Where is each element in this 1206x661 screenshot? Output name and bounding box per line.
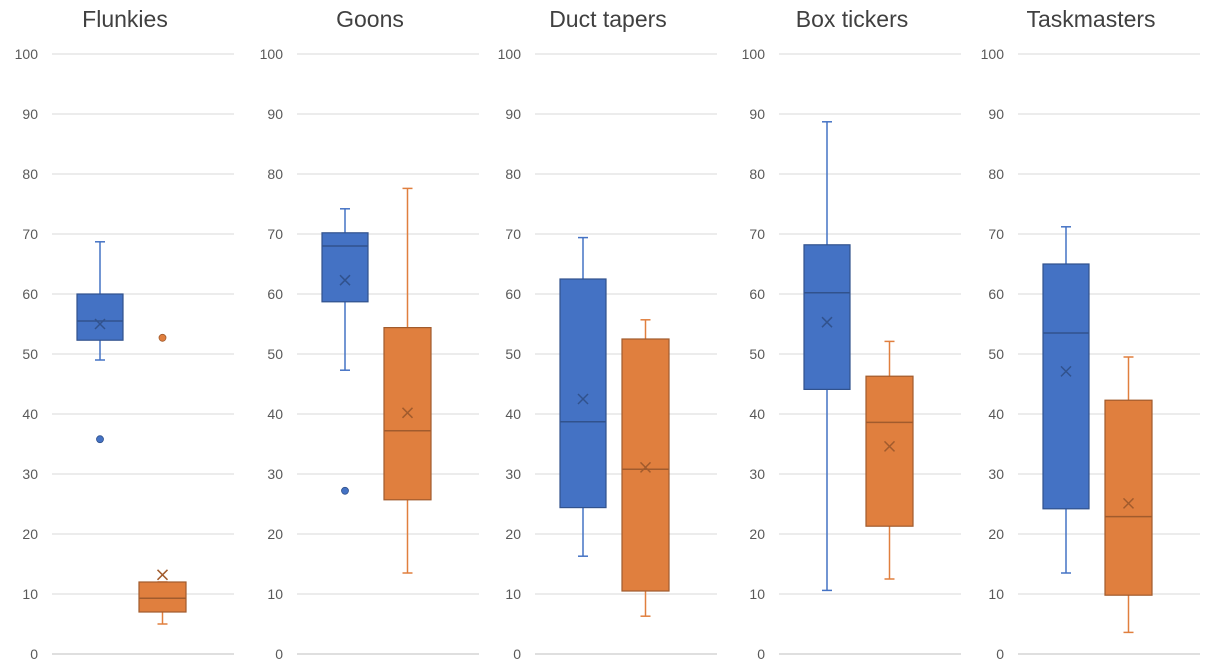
y-tick-label: 10 (22, 586, 38, 602)
y-tick-label: 100 (15, 46, 39, 62)
y-tick-label: 30 (988, 466, 1004, 482)
box-plot: 0 10 20 30 40 50 60 70 80 90 100 (742, 46, 961, 661)
y-tick-label: 20 (988, 526, 1004, 542)
y-tick-label: 80 (22, 166, 38, 182)
y-tick-label: 90 (267, 106, 283, 122)
y-tick-label: 80 (749, 166, 765, 182)
y-tick-label: 30 (749, 466, 765, 482)
y-tick-label: 50 (988, 346, 1004, 362)
y-tick-label: 70 (749, 226, 765, 242)
chart-title: Duct tapers (549, 6, 667, 32)
outlier-point (341, 486, 349, 495)
y-tick-label: 50 (749, 346, 765, 362)
y-tick-label: 40 (749, 406, 765, 422)
outlier-point (96, 435, 104, 444)
y-tick-label: 20 (505, 526, 521, 542)
chart-title: Taskmasters (1026, 6, 1156, 32)
box-plot: 0 10 20 30 40 50 60 70 80 90 100 (260, 46, 479, 661)
y-tick-label: 60 (267, 286, 283, 302)
chart-panel-taskmasters: Taskmasters 0 10 20 30 40 50 60 70 80 90 100 (966, 0, 1206, 661)
mean-marker (94, 318, 106, 330)
y-tick-label: 30 (505, 466, 521, 482)
y-tick-label: 80 (988, 166, 1004, 182)
mean-marker (339, 274, 351, 286)
box (321, 232, 369, 303)
y-tick-label: 0 (275, 646, 283, 661)
box (138, 581, 187, 613)
box (803, 244, 851, 391)
mean-marker (1060, 365, 1072, 377)
box (865, 375, 914, 527)
box (76, 293, 124, 341)
y-tick-label: 20 (749, 526, 765, 542)
chart-title: Box tickers (795, 6, 909, 32)
y-tick-label: 80 (267, 166, 283, 182)
y-tick-label: 0 (996, 646, 1004, 661)
y-tick-label: 100 (742, 46, 766, 62)
chart-title: Flunkies (82, 6, 168, 32)
y-tick-label: 60 (749, 286, 765, 302)
mean-marker (1122, 497, 1135, 509)
y-tick-label: 30 (267, 466, 283, 482)
y-tick-label: 40 (988, 406, 1004, 422)
y-tick-label: 10 (749, 586, 765, 602)
y-tick-label: 30 (22, 466, 38, 482)
chart-panel-goons: Goons 0 10 20 30 40 50 60 70 80 90 100 (245, 0, 485, 661)
chart-title: Goons (336, 6, 404, 32)
y-tick-label: 100 (981, 46, 1005, 62)
y-tick-label: 50 (267, 346, 283, 362)
y-tick-label: 60 (988, 286, 1004, 302)
box-plot: 0 10 20 30 40 50 60 70 80 90 100 (15, 46, 234, 661)
box-plot: 0 10 20 30 40 50 60 70 80 90 100 (498, 46, 717, 661)
y-tick-label: 40 (267, 406, 283, 422)
y-tick-label: 10 (505, 586, 521, 602)
y-tick-label: 20 (22, 526, 38, 542)
mean-marker (821, 316, 833, 328)
y-tick-label: 80 (505, 166, 521, 182)
y-tick-label: 50 (505, 346, 521, 362)
outlier-point (158, 333, 167, 342)
box (1104, 399, 1153, 596)
y-tick-label: 40 (505, 406, 521, 422)
mean-marker (156, 569, 169, 581)
chart-panel-duct-tapers: Duct tapers 0 10 20 30 40 50 60 70 80 90 100 (483, 0, 723, 661)
y-tick-label: 70 (267, 226, 283, 242)
y-tick-label: 90 (749, 106, 765, 122)
box (621, 338, 670, 592)
box (1042, 263, 1090, 510)
y-tick-label: 100 (498, 46, 522, 62)
y-tick-label: 90 (505, 106, 521, 122)
box (559, 278, 607, 509)
y-tick-label: 20 (267, 526, 283, 542)
y-tick-label: 100 (260, 46, 284, 62)
y-tick-label: 90 (22, 106, 38, 122)
y-tick-label: 50 (22, 346, 38, 362)
chart-panel-flunkies: Flunkies 0 10 20 30 40 50 60 70 80 90 100 (0, 0, 240, 661)
y-tick-label: 60 (22, 286, 38, 302)
y-tick-label: 70 (988, 226, 1004, 242)
chart-panel-box-tickers: Box tickers 0 10 20 30 40 50 60 70 80 90 100 (727, 0, 967, 661)
mean-marker (401, 407, 414, 419)
y-tick-label: 10 (267, 586, 283, 602)
y-tick-label: 0 (30, 646, 38, 661)
y-tick-label: 70 (505, 226, 521, 242)
mean-marker (577, 393, 589, 405)
mean-marker (883, 440, 896, 452)
y-tick-label: 90 (988, 106, 1004, 122)
mean-marker (639, 461, 652, 473)
y-tick-label: 0 (757, 646, 765, 661)
y-tick-label: 10 (988, 586, 1004, 602)
box-plot: 0 10 20 30 40 50 60 70 80 90 100 (981, 46, 1200, 661)
y-tick-label: 40 (22, 406, 38, 422)
y-tick-label: 60 (505, 286, 521, 302)
y-tick-label: 0 (513, 646, 521, 661)
y-tick-label: 70 (22, 226, 38, 242)
